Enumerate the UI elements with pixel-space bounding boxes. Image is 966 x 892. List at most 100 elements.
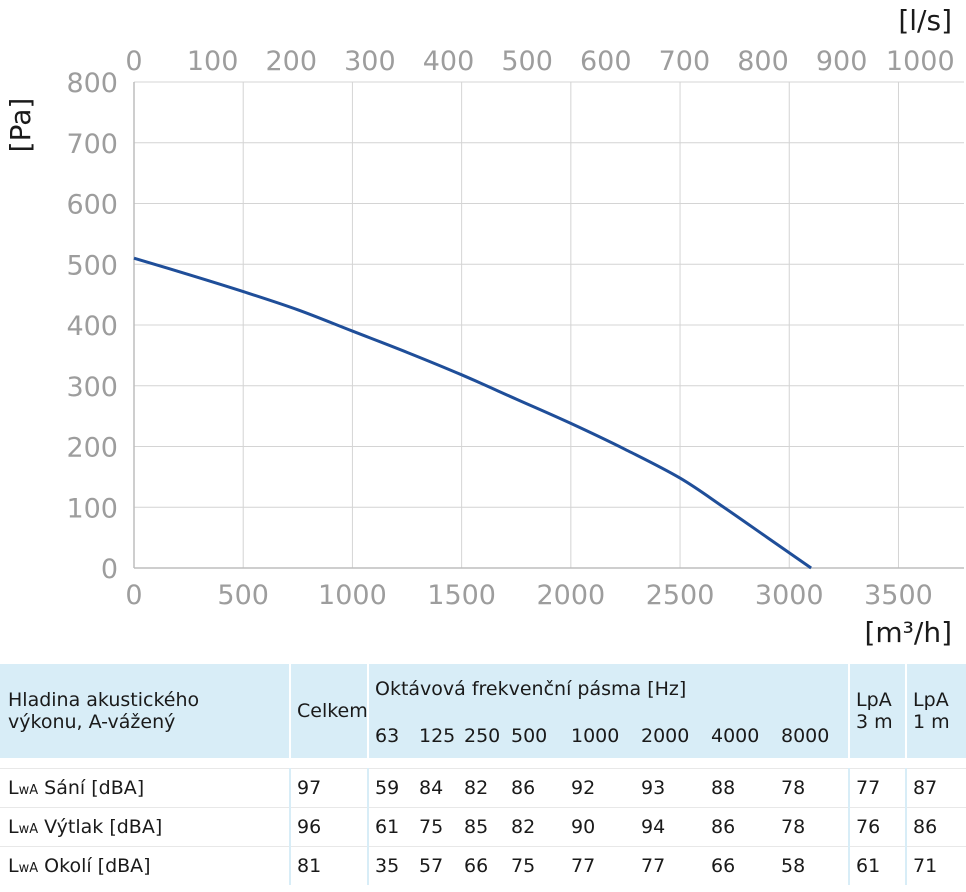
row-band: 92: [565, 768, 635, 808]
row-band: 59: [367, 768, 413, 808]
y-tick-label: 800: [66, 68, 118, 99]
row-prefix: L: [8, 816, 19, 838]
table-row: LwA Sání [dBA] 97 59 84 82 86 92 93 88 7…: [0, 768, 966, 808]
header-title-line1: Hladina akustického: [8, 689, 200, 711]
row-lpa1: 86: [905, 807, 966, 847]
x-bottom-tick-label: 3000: [755, 580, 824, 611]
row-lpa3: 76: [848, 807, 907, 847]
x-bottom-tick-label: 2500: [646, 580, 715, 611]
header-lpa1: LpA 1 m: [905, 664, 966, 758]
band-header: 4000: [705, 714, 775, 758]
header-lpa1-line2: 1 m: [913, 711, 950, 733]
row-band: 66: [458, 846, 505, 885]
acoustic-table: Hladina akustického výkonu, A-vážený Cel…: [0, 664, 966, 892]
y-axis-unit-label: [Pa]: [4, 98, 37, 153]
header-lpa3-line1: LpA: [856, 689, 892, 711]
row-band: 82: [458, 768, 505, 808]
x-top-tick-label: 300: [344, 46, 396, 77]
row-band: 58: [775, 846, 850, 885]
row-band: 77: [635, 846, 705, 885]
row-band: 61: [367, 807, 413, 847]
row-band: 86: [505, 768, 565, 808]
row-lpa1: 87: [905, 768, 966, 808]
x-top-tick-label: 0: [125, 46, 142, 77]
x-top-tick-label: 900: [816, 46, 868, 77]
x-top-tick-label: 400: [423, 46, 475, 77]
acoustic-table-grid: Hladina akustického výkonu, A-vážený Cel…: [0, 664, 966, 885]
x-bottom-tick-label: 3500: [864, 580, 933, 611]
row-label: LwA Sání [dBA]: [0, 768, 290, 808]
y-tick-label: 0: [101, 554, 118, 585]
y-tick-label: 300: [66, 372, 118, 403]
header-title-line2: výkonu, A-vážený: [8, 711, 176, 733]
row-band: 78: [775, 768, 850, 808]
row-prefix-sub: wA: [18, 783, 39, 798]
row-band: 75: [505, 846, 565, 885]
row-band: 57: [413, 846, 458, 885]
row-total: 96: [289, 807, 368, 847]
x-top-tick-label: 800: [737, 46, 789, 77]
table-row: LwA Výtlak [dBA] 96 61 75 85 82 90 94 86…: [0, 807, 966, 847]
band-header: 1000: [565, 714, 635, 758]
row-band: 94: [635, 807, 705, 847]
header-lpa1-line1: LpA: [913, 689, 949, 711]
y-tick-label: 500: [66, 250, 118, 281]
x-top-tick-label: 600: [580, 46, 632, 77]
fan-curve-line: [133, 256, 812, 570]
row-lpa3: 61: [848, 846, 907, 885]
y-tick-label: 400: [66, 311, 118, 342]
fan-curve-chart: 0 100 200 300 400 500 600 700 800 0 500 1000 1500 200…: [4, 4, 964, 649]
header-title: Hladina akustického výkonu, A-vážený: [0, 664, 290, 758]
row-band: 66: [705, 846, 775, 885]
row-band: 86: [705, 807, 775, 847]
row-band: 78: [775, 807, 850, 847]
header-lpa3: LpA 3 m: [848, 664, 907, 758]
x-bottom-tick-label: 0: [125, 580, 142, 611]
header-total: Celkem: [289, 664, 368, 758]
row-band: 88: [705, 768, 775, 808]
y-tick-label: 600: [66, 190, 118, 221]
row-band: 75: [413, 807, 458, 847]
band-header: 2000: [635, 714, 705, 758]
x-bottom-tick-label: 2000: [536, 580, 605, 611]
header-lpa3-line2: 3 m: [856, 711, 893, 733]
y-tick-label: 100: [66, 493, 118, 524]
band-header: 500: [505, 714, 565, 758]
row-lpa1: 71: [905, 846, 966, 885]
band-header: 250: [458, 714, 505, 758]
y-tick-label: 200: [66, 433, 118, 464]
row-label: LwA Okolí [dBA]: [0, 846, 290, 885]
x-bottom-unit-label: [m³/h]: [864, 616, 952, 649]
row-prefix: L: [8, 777, 19, 799]
row-band: 77: [565, 846, 635, 885]
x-top-tick-label: 500: [501, 46, 553, 77]
x-bottom-tick-label: 500: [217, 580, 269, 611]
band-header-row: 63 125 250 500 1000 2000 4000 8000: [0, 714, 966, 758]
row-label-text: Okolí [dBA]: [44, 855, 151, 877]
row-band: 93: [635, 768, 705, 808]
x-top-tick-label: 200: [265, 46, 317, 77]
row-label-text: Sání [dBA]: [44, 777, 145, 799]
band-header: 63: [367, 714, 413, 758]
row-prefix: L: [8, 855, 19, 877]
row-band: 82: [505, 807, 565, 847]
row-label-text: Výtlak [dBA]: [44, 816, 163, 838]
x-top-unit-label: [l/s]: [898, 4, 952, 37]
band-header: 125: [413, 714, 458, 758]
table-row: LwA Okolí [dBA] 81 35 57 66 75 77 77 66 …: [0, 846, 966, 885]
x-top-tick-label: 1000: [886, 46, 955, 77]
x-top-tick-label: 700: [659, 46, 711, 77]
row-band: 90: [565, 807, 635, 847]
x-top-tick-label: 100: [187, 46, 239, 77]
x-bottom-tick-label: 1500: [427, 580, 496, 611]
x-bottom-tick-label: 1000: [318, 580, 387, 611]
row-lpa3: 77: [848, 768, 907, 808]
band-header: 8000: [775, 714, 850, 758]
header-octave: Oktávová frekvenční pásma [Hz]: [366, 664, 850, 714]
row-band: 84: [413, 768, 458, 808]
row-band: 35: [367, 846, 413, 885]
row-label: LwA Výtlak [dBA]: [0, 807, 290, 847]
row-total: 81: [289, 846, 368, 885]
row-prefix-sub: wA: [18, 822, 39, 837]
